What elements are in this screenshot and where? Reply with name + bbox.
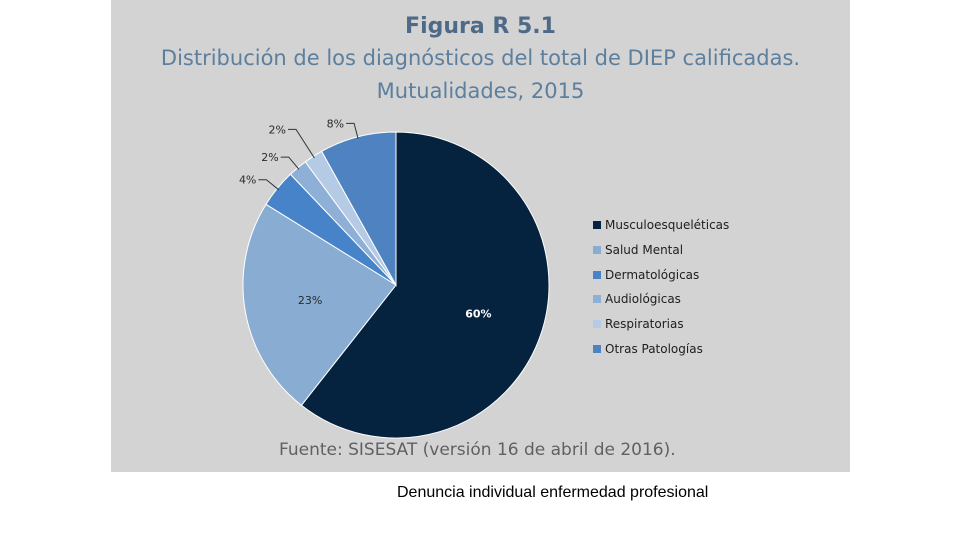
pie-slice-salud-mental <box>242 203 397 406</box>
legend-label: Musculoesqueléticas <box>605 218 730 233</box>
legend-swatch <box>593 344 601 353</box>
pie-data-label: 60% <box>465 308 491 321</box>
pie-leader-line <box>346 122 359 139</box>
figure-title: Figura R 5.1 <box>405 14 556 39</box>
legend-label: Dermatológicas <box>605 267 700 282</box>
legend-item: Otras Patologías <box>593 336 729 361</box>
slide-caption: Denuncia individual enfermedad profesion… <box>397 484 709 501</box>
pie-leader-line <box>280 156 300 170</box>
pie-chart: 60% 23% 4% 2% 2% 8% <box>239 117 550 439</box>
legend-swatch <box>593 320 601 329</box>
figure-panel: Figura R 5.1 Distribución de los diagnós… <box>111 0 850 472</box>
pie-leader-line <box>258 179 280 191</box>
legend-item: Salud Mental <box>593 238 729 263</box>
legend-item: Musculoesqueléticas <box>593 213 729 238</box>
legend-item: Dermatológicas <box>593 262 729 287</box>
legend-label: Otras Patologías <box>605 341 703 356</box>
pie-data-label: 2% <box>261 151 278 164</box>
pie-data-label: 8% <box>327 117 344 130</box>
pie-leader-lines <box>258 122 359 191</box>
pie-data-label: 2% <box>269 123 286 136</box>
legend-label: Salud Mental <box>605 243 684 258</box>
legend-swatch <box>593 221 601 230</box>
pie-data-label: 23% <box>298 294 322 307</box>
pie-data-label: 4% <box>239 174 256 187</box>
legend-swatch <box>593 295 601 304</box>
figure-subtitle-line-2: Mutualidades, 2015 <box>376 79 585 103</box>
pie-leader-line <box>288 128 315 159</box>
pie-slice-musculoesqueleticas <box>300 131 550 439</box>
legend-item: Audiológicas <box>593 287 729 312</box>
chart-legend: Musculoesqueléticas Salud Mental Dermato… <box>593 213 729 361</box>
figure-source: Fuente: SISESAT (versión 16 de abril de … <box>279 440 676 460</box>
legend-label: Audiológicas <box>605 292 681 307</box>
legend-item: Respiratorias <box>593 312 729 337</box>
legend-swatch <box>593 270 601 279</box>
figure-subtitle-line-1: Distribución de los diagnósticos del tot… <box>160 46 801 70</box>
legend-swatch <box>593 246 601 255</box>
pie-data-labels: 60% 23% 4% 2% 2% 8% <box>239 117 492 320</box>
pie-slices <box>242 131 550 439</box>
legend-label: Respiratorias <box>605 317 684 332</box>
